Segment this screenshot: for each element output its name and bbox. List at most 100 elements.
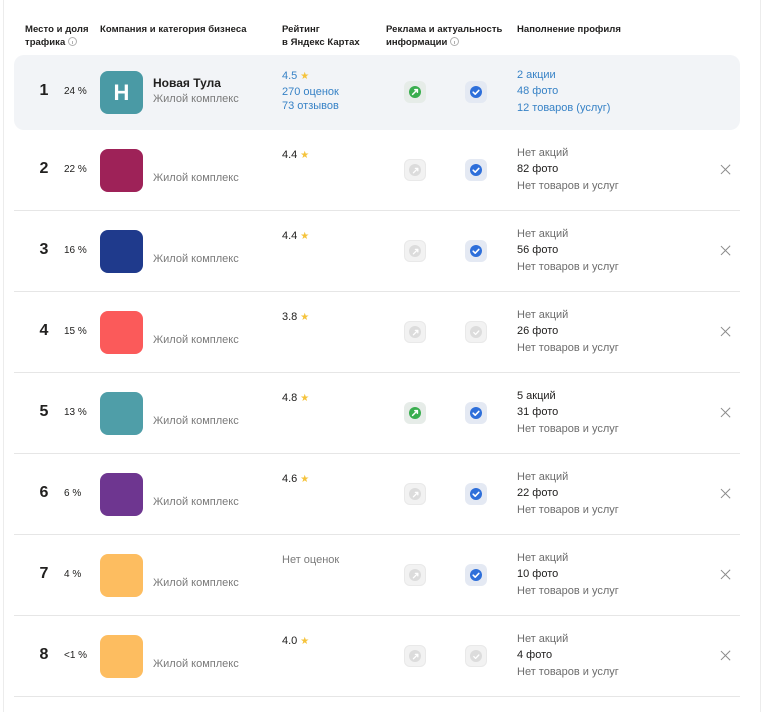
- table-row[interactable]: 1 24 % Н Новая Тула Жилой комплекс 4.5 ★ 270 оц…: [14, 55, 740, 130]
- profile-text: 5 акций: [517, 390, 556, 402]
- company-logo[interactable]: [100, 635, 143, 678]
- profile-text: Нет товаров и услуг: [517, 422, 619, 435]
- remove-competitor-close-icon[interactable]: [719, 244, 733, 258]
- remove-competitor-close-icon[interactable]: [719, 163, 733, 177]
- header-company: Компания и категория бизнеса: [100, 24, 247, 35]
- profile-fill[interactable]: 2 акции 48 фото 12 товаров (услуг): [517, 67, 610, 116]
- profile-line: Нет акций: [517, 550, 619, 566]
- remove-competitor-close-icon[interactable]: [719, 649, 733, 663]
- company-logo[interactable]: [100, 311, 143, 354]
- table-row[interactable]: 7 4 % Жилой комплекс Нет оценок Нет акций 10 …: [14, 535, 740, 616]
- ad-inactive-icon[interactable]: [404, 564, 426, 586]
- profile-text: 10 фото: [517, 568, 559, 581]
- rating-line: 4.0 ★: [282, 634, 309, 650]
- ad-active-icon[interactable]: [404, 81, 426, 103]
- table-row[interactable]: 2 22 % Жилой комплекс 4.4 ★ Нет акций 82 фото Н…: [14, 130, 740, 211]
- rating-block: 4.4 ★: [282, 148, 309, 164]
- header-ads-line1: Реклама и актуальность: [386, 24, 503, 35]
- profile-fill: Нет акций 26 фото Нет товаров и услуг: [517, 307, 619, 356]
- table-row[interactable]: 4 15 % Жилой комплекс 3.8 ★ Нет акций 26 фото Н…: [14, 292, 740, 373]
- profile-text: 31 фото: [517, 406, 559, 419]
- info-actual-check-icon[interactable]: [465, 564, 487, 586]
- rating-line: 4.5 ★: [282, 69, 339, 85]
- profile-fill: 5 акций 31 фото Нет товаров и услуг: [517, 388, 619, 437]
- traffic-share: 13 %: [64, 407, 87, 418]
- rating-text: 3.8: [282, 311, 298, 323]
- profile-line: 48 фото: [517, 83, 610, 99]
- profile-line: Нет товаров и услуг: [517, 178, 619, 194]
- info-actual-check-icon[interactable]: [465, 483, 487, 505]
- star-icon: ★: [300, 312, 310, 323]
- company-logo[interactable]: [100, 554, 143, 597]
- traffic-share: 24 %: [64, 86, 87, 97]
- profile-text[interactable]: 48 фото: [517, 85, 559, 98]
- header-place-text: трафика: [25, 37, 66, 48]
- info-outdated-check-icon[interactable]: [465, 645, 487, 667]
- rating-line: 4.4 ★: [282, 148, 309, 164]
- rating-block: 4.8 ★: [282, 391, 309, 407]
- profile-line: 4 фото: [517, 647, 619, 663]
- profile-text: Нет товаров и услуг: [517, 584, 619, 597]
- header-place-line2: трафика: [25, 36, 89, 49]
- ad-inactive-icon[interactable]: [404, 240, 426, 262]
- profile-text: Нет товаров и услуг: [517, 260, 619, 273]
- header-rating-line1: Рейтинг: [282, 24, 320, 35]
- star-icon: ★: [300, 393, 310, 404]
- ad-inactive-icon[interactable]: [404, 483, 426, 505]
- table-header: Место и доля трафика Компания и категори…: [0, 0, 763, 56]
- rank-number: 8: [39, 646, 49, 663]
- rating-text: 4.6: [282, 473, 298, 485]
- info-outdated-check-icon[interactable]: [465, 321, 487, 343]
- rank-number: 6: [39, 484, 49, 501]
- company-category: Жилой комплекс: [153, 658, 239, 670]
- info-actual-check-icon[interactable]: [465, 240, 487, 262]
- table-row[interactable]: 8 <1 % Жилой комплекс 4.0 ★ Нет акций 4 фото Не…: [14, 616, 740, 697]
- info-icon[interactable]: [450, 37, 460, 46]
- company-logo[interactable]: [100, 392, 143, 435]
- rating-block: Нет оценок: [282, 553, 339, 568]
- rating-line: 73 отзывов: [282, 99, 339, 114]
- profile-line: Нет товаров и услуг: [517, 664, 619, 680]
- profile-text[interactable]: 12 товаров (услуг): [517, 101, 611, 114]
- remove-competitor-close-icon[interactable]: [719, 325, 733, 339]
- info-actual-check-icon[interactable]: [465, 402, 487, 424]
- company-logo[interactable]: [100, 473, 143, 516]
- company-name[interactable]: Новая Тула: [153, 76, 221, 90]
- rating-block[interactable]: 4.5 ★ 270 оценок 73 отзывов: [282, 69, 339, 114]
- traffic-share: 6 %: [64, 488, 82, 499]
- remove-competitor-close-icon[interactable]: [719, 406, 733, 420]
- rating-text: 4.8: [282, 392, 298, 404]
- profile-line: Нет акций: [517, 226, 619, 242]
- company-category: Жилой комплекс: [153, 253, 239, 265]
- rating-line: 270 оценок: [282, 85, 339, 100]
- profile-line: Нет акций: [517, 145, 619, 161]
- profile-line: 56 фото: [517, 242, 619, 258]
- info-actual-check-icon[interactable]: [465, 159, 487, 181]
- ad-active-icon[interactable]: [404, 402, 426, 424]
- remove-competitor-close-icon[interactable]: [719, 487, 733, 501]
- star-icon: ★: [300, 231, 310, 242]
- company-category: Жилой комплекс: [153, 577, 239, 589]
- profile-text: Нет акций: [517, 228, 569, 240]
- rank-number: 3: [39, 241, 49, 258]
- ad-inactive-icon[interactable]: [404, 159, 426, 181]
- rating-block: 3.8 ★: [282, 310, 309, 326]
- profile-text: 82 фото: [517, 163, 559, 176]
- company-logo[interactable]: [100, 230, 143, 273]
- profile-text: Нет акций: [517, 471, 569, 483]
- company-logo[interactable]: Н: [100, 71, 143, 114]
- table-row[interactable]: 5 13 % Жилой комплекс 4.8 ★ 5 акций 31 фото Нет…: [14, 373, 740, 454]
- rating-block: 4.4 ★: [282, 229, 309, 245]
- ad-inactive-icon[interactable]: [404, 645, 426, 667]
- profile-text[interactable]: 2 акции: [517, 69, 556, 81]
- remove-competitor-close-icon[interactable]: [719, 568, 733, 582]
- info-icon[interactable]: [68, 37, 78, 46]
- competitors-panel: [3, 0, 761, 712]
- info-actual-check-icon[interactable]: [465, 81, 487, 103]
- ad-inactive-icon[interactable]: [404, 321, 426, 343]
- star-icon: ★: [300, 636, 310, 647]
- profile-line: Нет товаров и услуг: [517, 340, 619, 356]
- company-logo[interactable]: [100, 149, 143, 192]
- table-row[interactable]: 3 16 % Жилой комплекс 4.4 ★ Нет акций 56 фото Н…: [14, 211, 740, 292]
